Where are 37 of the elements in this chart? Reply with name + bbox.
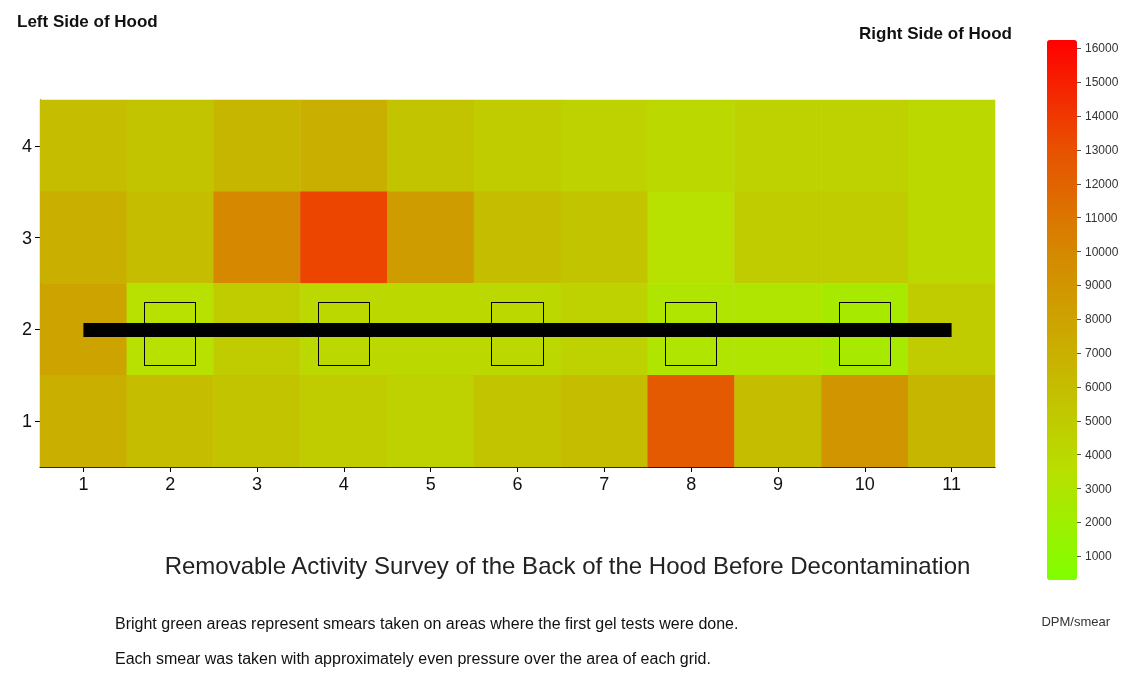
color-bar-label: 8000 — [1085, 312, 1113, 327]
color-bar-label: 9000 — [1085, 278, 1113, 293]
color-bar-label: 2000 — [1085, 515, 1113, 530]
color-bar-label: 10000 — [1085, 244, 1119, 259]
color-bar-label: 5000 — [1085, 413, 1113, 428]
x-tick-label: 10 — [854, 474, 875, 494]
color-bar-label: 4000 — [1085, 447, 1113, 462]
y-tick-label: 1 — [21, 411, 32, 432]
color-bar-label: 15000 — [1085, 75, 1119, 90]
y-tick-label: 2 — [21, 319, 32, 340]
x-tick-label: 9 — [772, 474, 783, 494]
color-bar-label: 11000 — [1085, 210, 1118, 225]
color-bar-label: 16000 — [1085, 41, 1119, 56]
x-tick-label: 6 — [512, 474, 523, 494]
x-tick-label: 5 — [425, 474, 436, 494]
x-tick-label: 8 — [686, 474, 697, 494]
x-tick-label: 11 — [942, 474, 961, 494]
x-tick-label: 7 — [599, 474, 610, 494]
x-tick-label: 3 — [252, 474, 263, 494]
color-bar-label: 13000 — [1085, 143, 1119, 158]
color-bar-label: 12000 — [1085, 176, 1119, 191]
x-tick-label: 1 — [78, 474, 89, 494]
text: Left Side of Hood — [17, 12, 158, 31]
color-bar-label: 3000 — [1085, 481, 1113, 496]
text: Bright green areas represent smears taken on areas where the first gel tests were done. — [115, 614, 739, 632]
color-bar-label: 6000 — [1085, 380, 1113, 395]
y-tick-label: 4 — [21, 135, 32, 156]
color-bar-label: 14000 — [1085, 109, 1119, 124]
x-tick-label: 2 — [165, 474, 176, 494]
text: Each smear was taken with approximately even pressure over the area of each grid. — [115, 649, 711, 667]
color-bar-label: 1000 — [1085, 549, 1113, 564]
text: Right Side of Hood — [859, 24, 1013, 43]
text: Removable Activity Survey of the Back of the Hood Before Decontamination — [164, 551, 971, 579]
x-tick-label: 4 — [338, 474, 349, 494]
y-tick-label: 3 — [21, 227, 32, 248]
color-bar-label: 7000 — [1085, 346, 1113, 361]
color-bar-title: DPM/smear — [1041, 614, 1111, 629]
